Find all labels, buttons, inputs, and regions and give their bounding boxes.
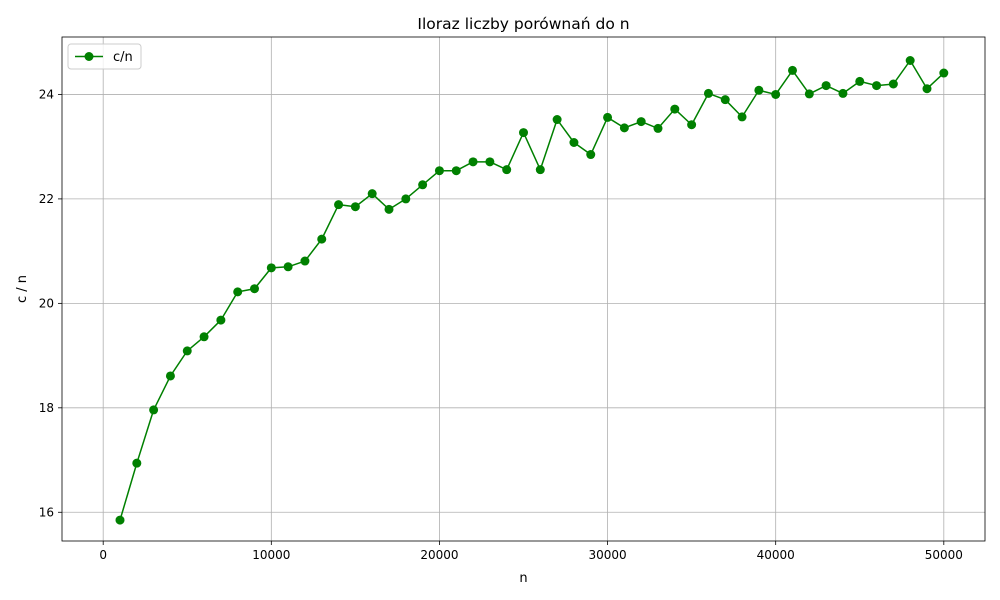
- data-point: [216, 315, 226, 325]
- data-point: [182, 346, 192, 356]
- data-point: [653, 123, 663, 133]
- grid: [62, 37, 985, 541]
- data-point: [132, 458, 142, 468]
- data-point: [199, 332, 209, 342]
- data-point: [787, 65, 797, 75]
- data-point: [603, 112, 613, 122]
- data-point: [283, 262, 293, 272]
- data-point: [552, 115, 562, 125]
- data-point: [401, 194, 411, 204]
- data-point: [737, 112, 747, 122]
- data-point: [266, 263, 276, 273]
- legend: c/n: [67, 43, 142, 70]
- data-point: [250, 284, 260, 294]
- data-point: [888, 79, 898, 89]
- data-point: [821, 81, 831, 91]
- data-point: [535, 165, 545, 175]
- data-point: [149, 405, 159, 415]
- y-tick-label: 22: [39, 192, 54, 206]
- y-tick-label: 20: [39, 296, 54, 310]
- data-point: [350, 202, 360, 212]
- x-tick-label: 30000: [588, 548, 626, 562]
- data-point: [384, 204, 394, 214]
- y-axis-label: c / n: [15, 275, 30, 303]
- data-point: [317, 234, 327, 244]
- data-point: [586, 150, 596, 160]
- data-point: [754, 85, 764, 95]
- data-point: [367, 189, 377, 199]
- data-point: [485, 157, 495, 167]
- data-point: [300, 256, 310, 266]
- legend-marker-sample: [84, 52, 94, 61]
- data-point: [872, 81, 882, 91]
- data-point: [804, 89, 814, 99]
- y-tick-label: 16: [39, 505, 54, 519]
- y-tick-label: 24: [39, 87, 54, 101]
- data-point: [451, 166, 461, 176]
- x-tick-label: 50000: [925, 548, 963, 562]
- data-point: [720, 95, 730, 105]
- y-tick-label: 18: [39, 401, 54, 415]
- x-axis-label: n: [519, 571, 527, 586]
- plot-frame: [61, 36, 986, 542]
- x-tick-label: 10000: [252, 548, 290, 562]
- data-point: [939, 68, 949, 78]
- data-point: [855, 76, 865, 86]
- data-point: [418, 180, 428, 190]
- data-point: [687, 120, 697, 130]
- data-point: [670, 104, 680, 114]
- x-tick-label: 40000: [757, 548, 795, 562]
- data-point: [922, 84, 932, 94]
- data-point: [233, 287, 243, 297]
- data-point: [434, 166, 444, 176]
- plot-series: [115, 56, 949, 525]
- data-point: [619, 123, 629, 133]
- data-point: [468, 157, 478, 167]
- data-point: [905, 56, 915, 66]
- data-point: [334, 200, 344, 210]
- data-point: [115, 515, 125, 525]
- data-point: [771, 89, 781, 99]
- data-point: [502, 165, 512, 175]
- x-tick-label: 20000: [420, 548, 458, 562]
- data-point: [703, 88, 713, 98]
- data-point: [569, 138, 579, 148]
- data-point: [519, 128, 528, 138]
- data-point: [838, 88, 848, 98]
- legend-label: c/n: [113, 50, 133, 65]
- data-point: [165, 371, 175, 381]
- data-point: [636, 117, 646, 127]
- x-tick-label: 0: [99, 548, 107, 562]
- legend-box: [67, 43, 142, 70]
- chart-title: Iloraz liczby porównań do n: [417, 15, 629, 33]
- axis-ticks: 0 10000 20000 30000 40000 50000 16 18 20 22 24: [39, 87, 963, 562]
